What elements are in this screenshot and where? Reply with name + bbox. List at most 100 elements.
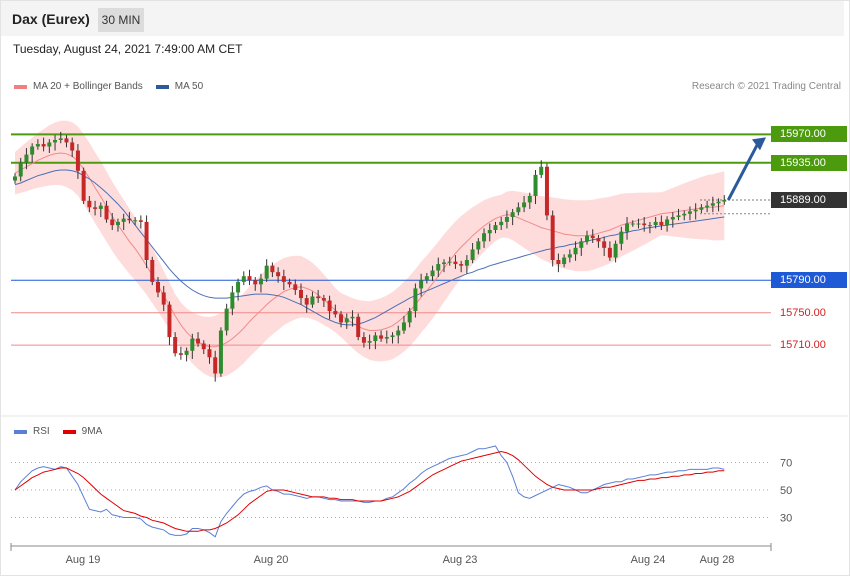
candle	[602, 241, 607, 248]
projection-arrow	[726, 142, 760, 201]
candle	[647, 225, 652, 227]
ma20-swatch	[14, 84, 27, 89]
candle	[499, 221, 504, 226]
candle	[264, 265, 269, 279]
candle	[430, 270, 435, 277]
candle	[590, 235, 595, 239]
bollinger-band	[15, 120, 725, 378]
candle	[64, 138, 69, 143]
candle	[161, 292, 166, 305]
candle	[121, 218, 126, 222]
candle	[544, 166, 549, 216]
candle	[447, 261, 452, 263]
candle	[636, 223, 641, 225]
candle	[207, 349, 212, 358]
candle	[642, 223, 647, 226]
candle	[442, 262, 446, 265]
candle	[115, 221, 120, 226]
candle	[527, 195, 532, 203]
candle	[253, 280, 258, 285]
candle	[218, 330, 223, 374]
candle	[241, 276, 246, 282]
rsi-legend: RSI 9MA	[14, 426, 102, 437]
candle	[607, 247, 612, 258]
candle	[510, 212, 515, 218]
x-tick-label: Aug 24	[631, 554, 666, 566]
candle	[653, 221, 658, 226]
candle	[41, 144, 46, 147]
legend-rsi-ma: 9MA	[81, 426, 103, 437]
candle	[556, 260, 561, 265]
candle	[70, 142, 75, 151]
x-tick-label: Aug 20	[254, 554, 289, 566]
candle	[562, 257, 567, 265]
candle	[258, 278, 263, 285]
candle	[373, 335, 378, 342]
candle	[419, 280, 424, 289]
candle	[533, 174, 538, 196]
candle	[350, 316, 355, 319]
candle	[190, 338, 195, 351]
candle	[201, 343, 206, 350]
candle	[722, 200, 727, 202]
candle	[579, 241, 584, 248]
candle	[619, 231, 624, 244]
timeframe-button[interactable]: 30 MIN	[98, 8, 144, 32]
rsi-ma-line	[14, 450, 725, 532]
rsi-tick-label: 70	[780, 458, 792, 470]
legend-rsi: RSI	[33, 426, 50, 437]
rsi-tick-label: 30	[780, 513, 792, 525]
candle	[367, 341, 372, 343]
level-label-5: 15710.00	[780, 339, 826, 352]
candle	[390, 335, 395, 338]
level-label-0: 15970.00	[771, 126, 847, 143]
candle	[573, 247, 578, 255]
ma20-line	[14, 152, 725, 348]
candle	[196, 338, 201, 344]
candle	[550, 215, 555, 260]
credit-text: Research © 2021 Trading Central	[691, 81, 841, 92]
candle	[178, 353, 183, 355]
rsi-swatch	[14, 429, 27, 434]
candle	[699, 207, 704, 210]
candle	[213, 357, 218, 374]
candle	[459, 264, 464, 266]
candle	[133, 220, 138, 222]
instrument-title: Dax (Eurex)	[12, 11, 90, 27]
candle	[379, 335, 384, 339]
candle	[35, 144, 40, 147]
candle	[705, 205, 710, 208]
candle	[487, 230, 492, 234]
candle	[299, 290, 303, 299]
candle	[53, 140, 58, 143]
candle	[339, 314, 344, 323]
candle	[401, 322, 406, 331]
candle	[436, 264, 441, 271]
candle	[504, 217, 509, 222]
level-label-2: 15889.00	[771, 192, 847, 208]
candle	[630, 223, 635, 225]
candle	[18, 162, 23, 177]
candle	[356, 316, 361, 338]
candle	[464, 260, 469, 266]
candle	[173, 337, 178, 354]
x-tick-label: Aug 19	[66, 554, 101, 566]
chart-header: Dax (Eurex) 30 MIN	[1, 1, 844, 36]
candle	[127, 218, 132, 221]
main-legend: MA 20 + Bollinger Bands MA 50	[14, 81, 203, 92]
candle	[58, 138, 63, 140]
candle	[670, 217, 675, 220]
candle	[516, 207, 521, 213]
candle	[13, 176, 17, 181]
candle	[281, 276, 286, 282]
candle	[687, 211, 692, 214]
candle	[424, 276, 429, 281]
candle	[150, 260, 155, 282]
projection-arrow-head	[752, 137, 766, 151]
legend-ma20: MA 20 + Bollinger Bands	[33, 81, 143, 92]
candle	[316, 296, 321, 299]
candle	[453, 261, 458, 265]
candle	[110, 219, 115, 226]
ma50-swatch	[155, 84, 169, 89]
